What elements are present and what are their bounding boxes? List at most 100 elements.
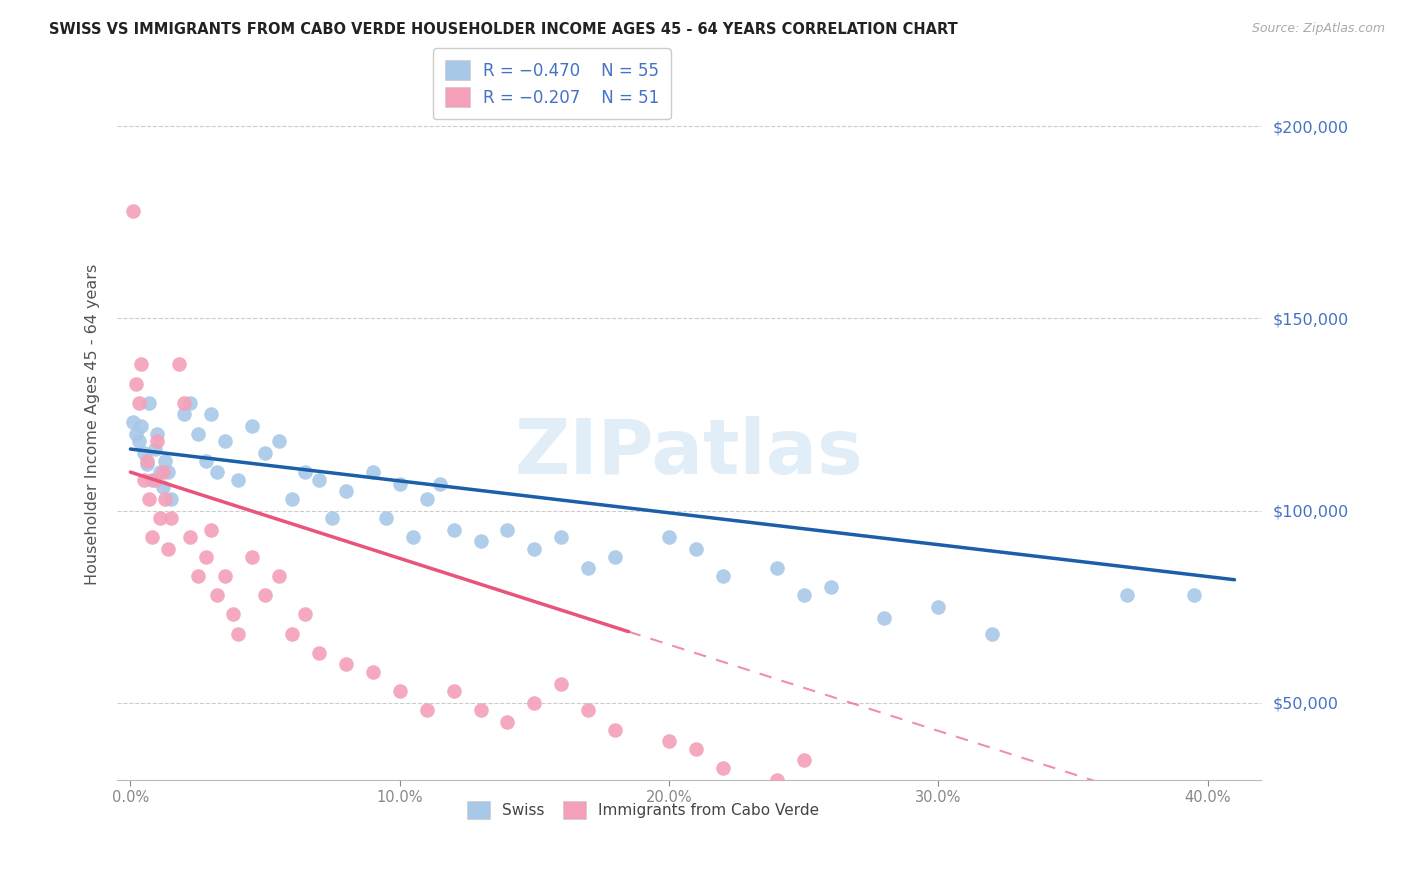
Point xyxy=(128,434,150,449)
Point xyxy=(138,396,160,410)
Point xyxy=(402,531,425,545)
Point xyxy=(240,549,263,564)
Point xyxy=(308,646,330,660)
Point xyxy=(361,465,384,479)
Point xyxy=(146,426,169,441)
Point xyxy=(132,446,155,460)
Point xyxy=(214,434,236,449)
Point xyxy=(200,408,222,422)
Point xyxy=(793,588,815,602)
Point xyxy=(294,465,316,479)
Point xyxy=(143,473,166,487)
Point xyxy=(179,396,201,410)
Point xyxy=(685,541,707,556)
Point xyxy=(122,415,145,429)
Point xyxy=(138,491,160,506)
Point xyxy=(155,453,177,467)
Text: Source: ZipAtlas.com: Source: ZipAtlas.com xyxy=(1251,22,1385,36)
Point xyxy=(240,419,263,434)
Point xyxy=(576,703,599,717)
Point xyxy=(125,376,148,391)
Point xyxy=(159,491,181,506)
Point xyxy=(129,419,152,434)
Point xyxy=(658,531,681,545)
Legend: Swiss, Immigrants from Cabo Verde: Swiss, Immigrants from Cabo Verde xyxy=(461,795,825,825)
Point xyxy=(155,491,177,506)
Point xyxy=(135,453,157,467)
Point xyxy=(194,549,217,564)
Point xyxy=(605,549,627,564)
Point xyxy=(523,541,546,556)
Point xyxy=(335,484,357,499)
Point xyxy=(873,803,896,817)
Point xyxy=(200,523,222,537)
Point xyxy=(159,511,181,525)
Point xyxy=(149,465,172,479)
Point xyxy=(167,358,190,372)
Point xyxy=(429,476,451,491)
Point xyxy=(157,541,180,556)
Point xyxy=(122,203,145,218)
Point xyxy=(129,358,152,372)
Y-axis label: Householder Income Ages 45 - 64 years: Householder Income Ages 45 - 64 years xyxy=(86,263,100,584)
Point xyxy=(981,842,1004,856)
Point xyxy=(820,581,842,595)
Point xyxy=(187,569,209,583)
Point xyxy=(361,665,384,679)
Point xyxy=(205,465,228,479)
Point xyxy=(443,523,465,537)
Point xyxy=(187,426,209,441)
Point xyxy=(765,561,787,575)
Point xyxy=(415,703,437,717)
Point xyxy=(254,588,277,602)
Point xyxy=(135,458,157,472)
Point xyxy=(294,607,316,622)
Point xyxy=(470,534,492,549)
Point xyxy=(470,703,492,717)
Point xyxy=(281,626,304,640)
Point xyxy=(173,396,195,410)
Point xyxy=(267,434,290,449)
Point xyxy=(226,473,249,487)
Point xyxy=(141,531,163,545)
Point xyxy=(550,531,572,545)
Point xyxy=(132,473,155,487)
Point xyxy=(1115,588,1137,602)
Point xyxy=(152,481,174,495)
Point xyxy=(205,588,228,602)
Point xyxy=(267,569,290,583)
Point xyxy=(820,780,842,795)
Point xyxy=(711,761,734,775)
Point xyxy=(149,511,172,525)
Point xyxy=(658,734,681,748)
Text: ZIPatlas: ZIPatlas xyxy=(515,416,863,490)
Point xyxy=(254,446,277,460)
Point xyxy=(194,453,217,467)
Point xyxy=(173,408,195,422)
Point xyxy=(143,442,166,456)
Point xyxy=(793,753,815,767)
Text: SWISS VS IMMIGRANTS FROM CABO VERDE HOUSEHOLDER INCOME AGES 45 - 64 YEARS CORREL: SWISS VS IMMIGRANTS FROM CABO VERDE HOUS… xyxy=(49,22,957,37)
Point xyxy=(685,742,707,756)
Point xyxy=(496,523,519,537)
Point xyxy=(222,607,245,622)
Point xyxy=(335,657,357,672)
Point xyxy=(388,684,411,698)
Point xyxy=(157,465,180,479)
Point xyxy=(141,473,163,487)
Point xyxy=(711,569,734,583)
Point xyxy=(927,819,949,833)
Point xyxy=(1182,588,1205,602)
Point xyxy=(281,491,304,506)
Point xyxy=(415,491,437,506)
Point xyxy=(927,599,949,614)
Point xyxy=(605,723,627,737)
Point xyxy=(496,714,519,729)
Point xyxy=(523,696,546,710)
Point xyxy=(375,511,398,525)
Point xyxy=(550,676,572,690)
Point xyxy=(765,772,787,787)
Point xyxy=(146,434,169,449)
Point xyxy=(321,511,343,525)
Point xyxy=(576,561,599,575)
